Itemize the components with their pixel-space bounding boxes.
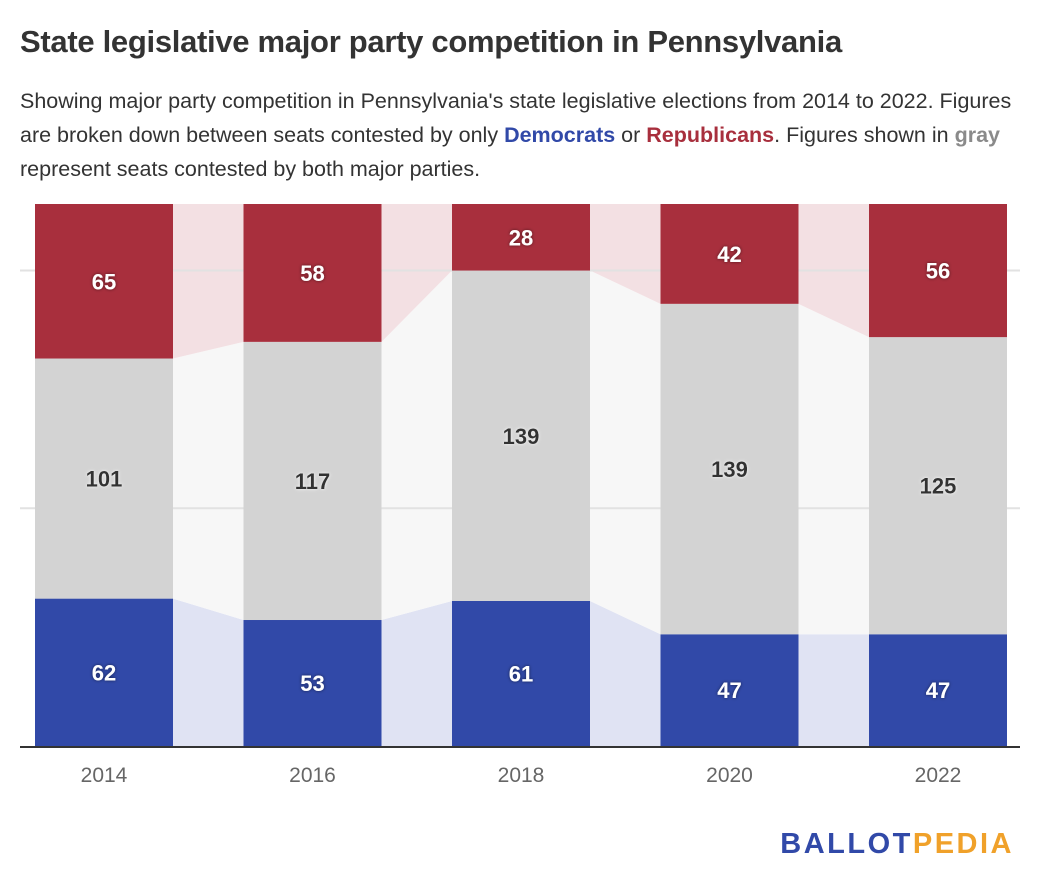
republican-segment — [35, 204, 173, 359]
both-parties-segment — [243, 341, 382, 621]
data-label: 61 — [509, 661, 533, 686]
logo-ballot: BALLOT — [780, 828, 913, 860]
subtitle-text: or — [615, 123, 647, 147]
republican-segment — [243, 204, 382, 342]
connector-area — [590, 270, 661, 635]
data-label: 101 — [86, 467, 123, 492]
republican-segment — [452, 204, 590, 271]
data-label: 53 — [300, 671, 324, 696]
x-tick-label: 2018 — [498, 764, 545, 787]
data-label: 56 — [926, 259, 950, 284]
data-label: 139 — [711, 457, 748, 482]
data-label: 58 — [300, 261, 324, 286]
both-parties-segment — [35, 358, 173, 599]
democrat-segment — [452, 600, 590, 746]
ballotpedia-logo: BALLOTPEDIA — [780, 828, 1014, 861]
data-label: 47 — [926, 678, 950, 703]
connector-area — [381, 270, 452, 621]
subtitle-text: Showing major party competition in Penns… — [20, 89, 1012, 147]
both-parties-segment — [660, 303, 799, 635]
republicans-label: Republicans — [646, 123, 775, 147]
connector-area — [798, 634, 869, 746]
democrat-segment — [243, 620, 382, 746]
data-label: 28 — [509, 225, 533, 250]
data-label: 47 — [717, 678, 741, 703]
connector-area — [381, 204, 452, 342]
democrats-label: Democrats — [504, 123, 616, 147]
connector-area — [381, 600, 452, 746]
chart-title: State legislative major party competitio… — [20, 24, 842, 59]
x-tick-label: 2014 — [81, 764, 128, 787]
democrat-segment — [869, 634, 1007, 746]
x-tick-label: 2016 — [289, 764, 336, 787]
democrat-segment — [35, 598, 173, 746]
both-parties-segment — [452, 270, 590, 601]
connector-area — [173, 341, 244, 621]
subtitle-text: represent seats contested by both major … — [20, 157, 481, 181]
data-label: 117 — [295, 469, 331, 494]
x-tick-label: 2022 — [915, 764, 962, 787]
both-parties-segment — [869, 337, 1007, 635]
republican-segment — [869, 204, 1007, 338]
data-label: 42 — [717, 242, 741, 267]
stacked-bar-chart: 62 101 65 2014 53 117 58 2016 61 139 28 2018 47 139 42… — [20, 204, 1020, 787]
chart-subtitle: Showing major party competition in Penns… — [20, 84, 1020, 186]
republican-segment — [660, 204, 799, 304]
logo-pedia: PEDIA — [912, 828, 1014, 860]
x-tick-label: 2020 — [706, 764, 753, 787]
data-label: 125 — [920, 474, 957, 499]
gray-label: gray — [954, 123, 1000, 147]
data-label: 65 — [92, 269, 116, 294]
connector-area — [798, 303, 869, 635]
data-label: 139 — [503, 424, 540, 449]
connector-area — [590, 600, 661, 746]
data-label: 62 — [92, 660, 116, 685]
connector-area — [173, 598, 244, 746]
connector-area — [173, 204, 244, 359]
subtitle-text: . Figures shown in — [774, 123, 955, 147]
democrat-segment — [660, 634, 799, 746]
